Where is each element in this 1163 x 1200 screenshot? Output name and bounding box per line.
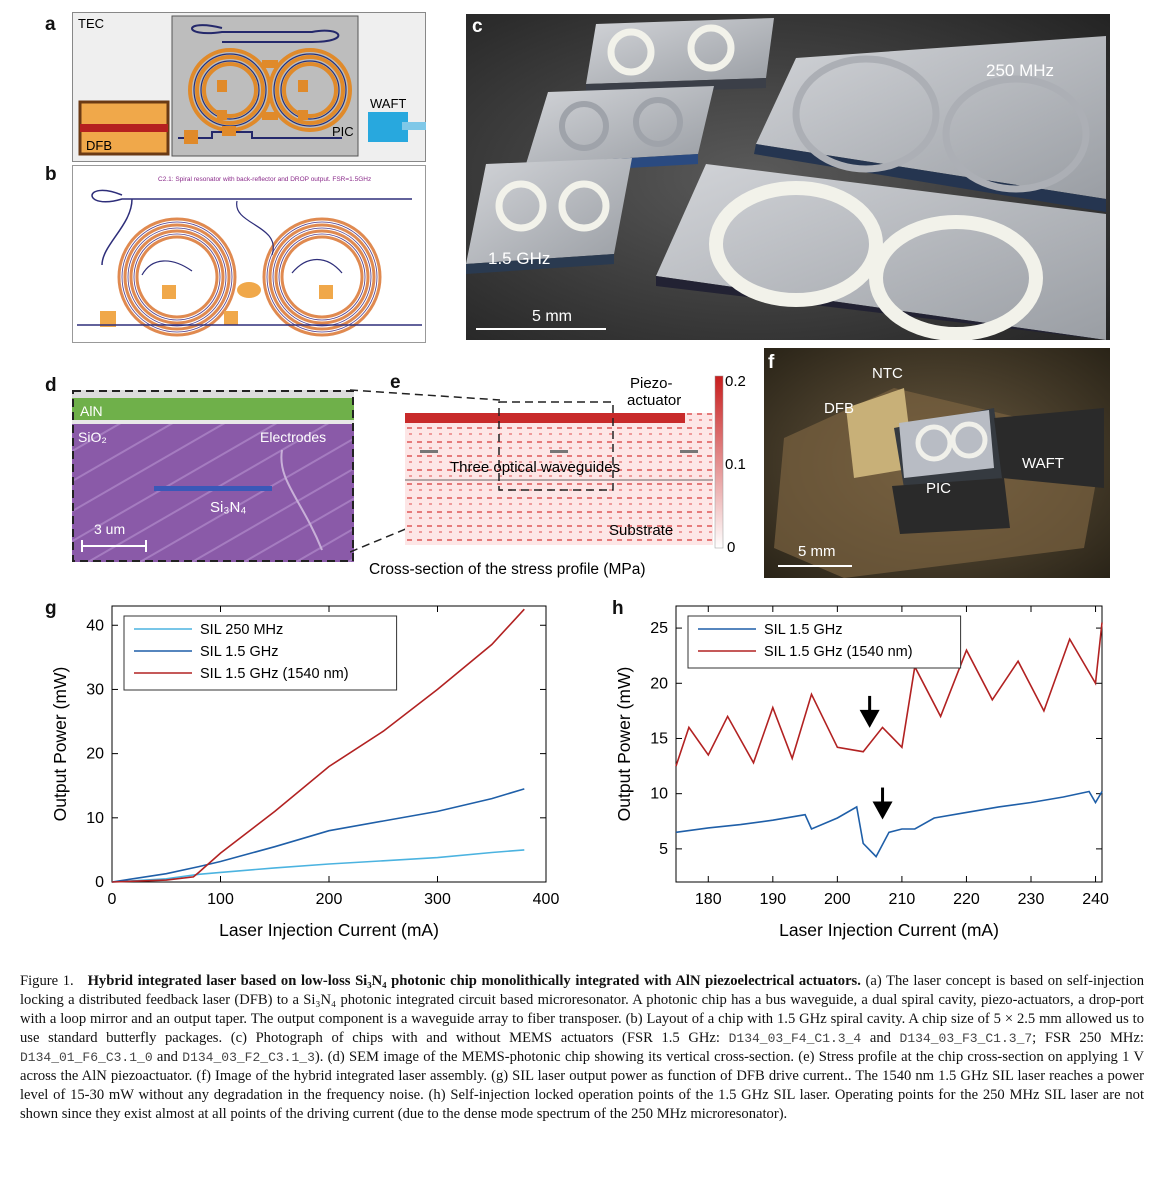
x-tick-label: 200 <box>316 891 343 908</box>
y-tick-label: 20 <box>650 675 668 692</box>
tec-label: TEC <box>78 16 104 31</box>
caption-text-1: (a) The laser concept is based on self-i… <box>20 973 1145 1046</box>
pic-label: PIC <box>332 124 354 139</box>
x-tick-label: 200 <box>824 891 851 908</box>
colorbar-bottom: 0 <box>727 539 735 556</box>
label-250mhz: 250 MHz <box>986 61 1054 80</box>
caption-text-2: ; FSR 250 MHz: <box>1032 1030 1144 1046</box>
panel-label-b: b <box>45 164 57 185</box>
pic-label-f: PIC <box>926 480 951 497</box>
caption-fig-label: Figure 1. <box>20 973 74 989</box>
chip-code-2: D134_03_F3_C1.3_7 <box>899 1031 1033 1046</box>
scale-label-d: 3 um <box>94 521 125 537</box>
y-axis-label: Output Power (mW) <box>50 667 70 822</box>
panel-c-photo: 250 MHz 1.5 GHz 5 mm <box>466 14 1110 340</box>
dfb-label-f: DFB <box>824 400 854 417</box>
x-tick-label: 190 <box>759 891 786 908</box>
caption-title: Hybrid integrated laser based on low-los… <box>87 973 861 989</box>
panel-label-d: d <box>45 375 57 396</box>
x-axis-label: Laser Injection Current (mA) <box>779 920 999 940</box>
waft-label-f: WAFT <box>1022 455 1064 472</box>
panel-label-f: f <box>768 352 775 373</box>
series-line-0 <box>111 849 525 883</box>
x-tick-label: 0 <box>108 891 117 908</box>
panel-f-photo: NTC DFB PIC WAFT 5 mm <box>764 348 1110 578</box>
y-tick-label: 0 <box>95 874 104 891</box>
caption-and-1: and <box>869 1030 891 1046</box>
panel-a-schematic: TEC PIC DFB WAFT <box>72 12 426 162</box>
sio2-label: SiO₂ <box>78 429 107 445</box>
waft-label: WAFT <box>370 96 406 111</box>
x-tick-label: 240 <box>1082 891 1109 908</box>
aln-label: AlN <box>80 403 103 419</box>
x-tick-label: 220 <box>953 891 980 908</box>
y-tick-label: 40 <box>86 617 104 634</box>
caption-and-2: and <box>156 1049 178 1065</box>
piezo-label-2: actuator <box>627 392 681 409</box>
scale-label-c: 5 mm <box>532 308 572 325</box>
chart-g: 0 100 200 300 400 0 10 20 30 40 Laser Injection Cu… <box>50 605 560 940</box>
x-tick-label: 210 <box>889 891 916 908</box>
panel-label-e: e <box>390 372 401 393</box>
x-tick-label: 230 <box>1018 891 1045 908</box>
legend <box>687 615 962 669</box>
y-tick-label: 20 <box>86 746 104 763</box>
y-tick-label: 30 <box>86 681 104 698</box>
x-tick-label: 100 <box>207 891 234 908</box>
label-1-5ghz: 1.5 GHz <box>488 249 550 268</box>
substrate-label: Substrate <box>609 522 673 539</box>
series-line-1 <box>675 622 1103 767</box>
panel-label-h: h <box>612 598 624 619</box>
legend-entry: SIL 1.5 GHz (1540 nm) <box>200 666 349 682</box>
x-tick-label: 300 <box>424 891 451 908</box>
piezo-label-1: Piezo- <box>630 375 673 392</box>
panel-label-a: a <box>45 14 56 35</box>
chip-code-4: D134_03_F2_C3.1_3 <box>182 1050 315 1065</box>
panel-e-stress: Piezo- actuator Three optical waveguides… <box>365 368 757 584</box>
stress-caption: Cross-section of the stress profile (MPa… <box>369 561 646 578</box>
panel-label-g: g <box>45 598 57 619</box>
x-tick-label: 180 <box>695 891 722 908</box>
chip-code-3: D134_01_F6_C3.1_0 <box>20 1050 153 1065</box>
waveguides-label: Three optical waveguides <box>450 459 620 476</box>
electrodes-label: Electrodes <box>260 429 326 445</box>
y-tick-label: 5 <box>659 841 668 858</box>
legend-entry: SIL 1.5 GHz <box>200 644 278 660</box>
colorbar-top: 0.2 <box>725 373 746 390</box>
caption-text-3: ). (d) SEM image of the MEMS-photonic ch… <box>20 1049 1144 1122</box>
legend-entry: SIL 1.5 GHz <box>764 622 842 638</box>
colorbar-mid: 0.1 <box>725 456 746 473</box>
dfb-label: DFB <box>86 138 112 153</box>
panel-b-layout: C2.1: Spiral resonator with back-reflect… <box>72 165 426 343</box>
series-line-0 <box>675 790 1103 858</box>
panel-label-c: c <box>472 16 483 37</box>
si3n4-label: Si₃N₄ <box>210 499 246 516</box>
scale-label-f: 5 mm <box>798 543 836 560</box>
x-tick-label: 400 <box>533 891 560 908</box>
series-line-1 <box>111 788 525 883</box>
colorbar <box>714 375 724 549</box>
legend-entry: SIL 1.5 GHz (1540 nm) <box>764 644 913 660</box>
arrow-icon <box>872 801 893 820</box>
figure-caption: Figure 1. Hybrid integrated laser based … <box>20 972 1144 1124</box>
y-tick-label: 15 <box>650 730 668 747</box>
legend-entry: SIL 250 MHz <box>200 622 283 638</box>
panel-d-sem: AlN SiO₂ Electrodes Si₃N₄ 3 um <box>72 390 354 562</box>
y-tick-label: 10 <box>86 810 104 827</box>
y-tick-label: 25 <box>650 620 668 637</box>
chart-h: 180 190 200 210 220 230 240 5 10 15 20 25 Laser Inje… <box>614 605 1109 940</box>
ntc-label: NTC <box>872 365 903 382</box>
arrow-icon <box>859 709 880 728</box>
chip-code-1: D134_03_F4_C1.3_4 <box>728 1031 862 1046</box>
y-axis-label: Output Power (mW) <box>614 667 634 822</box>
x-axis-label: Laser Injection Current (mA) <box>219 920 439 940</box>
layout-title: C2.1: Spiral resonator with back-reflect… <box>158 176 371 183</box>
y-tick-label: 10 <box>650 786 668 803</box>
series-line-2 <box>111 608 525 883</box>
